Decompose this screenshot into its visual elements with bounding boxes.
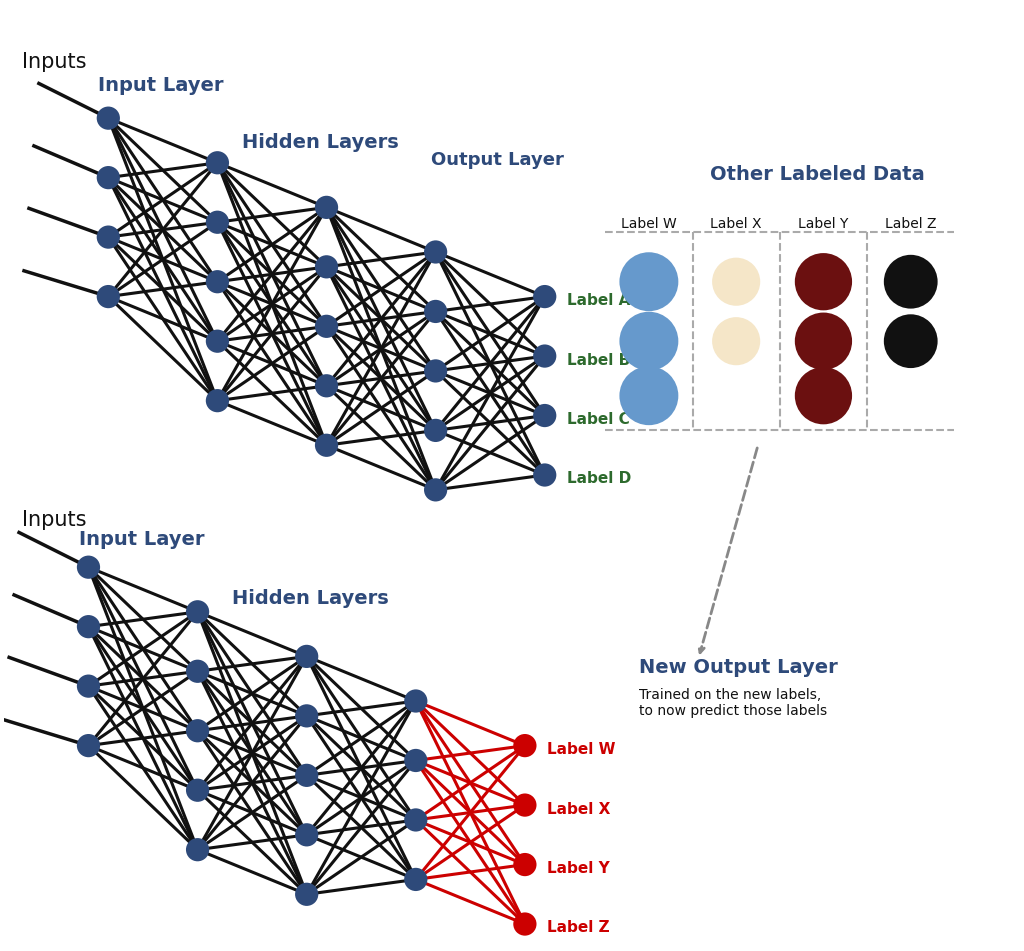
Point (641, 334, 657, 349)
Point (728, 334, 744, 349)
Point (537, 467, 553, 482)
Point (100, 229, 117, 244)
Point (902, 334, 919, 349)
Point (318, 260, 335, 275)
Point (641, 274, 657, 289)
Point (408, 872, 424, 887)
Point (408, 693, 424, 708)
Point (189, 723, 206, 738)
Point (298, 649, 314, 664)
Text: Trained on the new labels,
to now predict those labels: Trained on the new labels, to now predic… (639, 689, 827, 718)
Text: Label C: Label C (566, 412, 630, 427)
Point (318, 200, 335, 215)
Point (100, 170, 117, 185)
Text: Hidden Layers: Hidden Layers (243, 133, 399, 152)
Text: Output Layer: Output Layer (431, 151, 563, 169)
Text: Label Y: Label Y (799, 217, 849, 231)
Text: Label W: Label W (621, 217, 677, 231)
Point (189, 664, 206, 679)
Point (427, 423, 443, 438)
Point (80, 619, 96, 634)
Text: Label W: Label W (547, 742, 615, 757)
Point (517, 738, 534, 753)
Point (537, 348, 553, 363)
Point (815, 274, 831, 289)
Text: New Output Layer: New Output Layer (639, 658, 838, 677)
Point (427, 303, 443, 319)
Point (298, 827, 314, 843)
Point (902, 274, 919, 289)
Point (209, 334, 225, 349)
Point (318, 319, 335, 334)
Point (209, 155, 225, 170)
Point (427, 482, 443, 497)
Point (189, 604, 206, 619)
Text: Label X: Label X (547, 802, 610, 817)
Text: Label X: Label X (711, 217, 762, 231)
Point (427, 244, 443, 260)
Point (209, 215, 225, 230)
Text: Label D: Label D (566, 472, 631, 487)
Point (815, 334, 831, 349)
Text: Hidden Layers: Hidden Layers (232, 589, 389, 608)
Text: Label A: Label A (566, 293, 630, 308)
Point (209, 393, 225, 408)
Point (537, 408, 553, 423)
Point (80, 559, 96, 574)
Point (517, 917, 534, 932)
Text: Label B: Label B (566, 353, 630, 367)
Text: Input Layer: Input Layer (98, 75, 224, 94)
Point (80, 738, 96, 753)
Text: Label Z: Label Z (885, 217, 937, 231)
Point (641, 388, 657, 403)
Point (209, 274, 225, 289)
Point (189, 783, 206, 798)
Text: Inputs: Inputs (23, 51, 86, 71)
Point (318, 437, 335, 453)
Point (728, 274, 744, 289)
Point (298, 708, 314, 724)
Point (298, 767, 314, 783)
Point (815, 388, 831, 403)
Text: Input Layer: Input Layer (79, 530, 204, 549)
Text: Label Z: Label Z (547, 921, 609, 936)
Point (100, 289, 117, 304)
Point (408, 753, 424, 768)
Point (537, 289, 553, 304)
Point (318, 378, 335, 394)
Point (427, 363, 443, 378)
Point (80, 678, 96, 693)
Point (408, 812, 424, 827)
Point (100, 110, 117, 126)
Text: Other Labeled Data: Other Labeled Data (710, 165, 925, 184)
Point (298, 886, 314, 902)
Text: Label Y: Label Y (547, 861, 609, 876)
Point (517, 798, 534, 813)
Point (517, 857, 534, 872)
Text: Inputs: Inputs (23, 510, 86, 530)
Point (189, 842, 206, 857)
